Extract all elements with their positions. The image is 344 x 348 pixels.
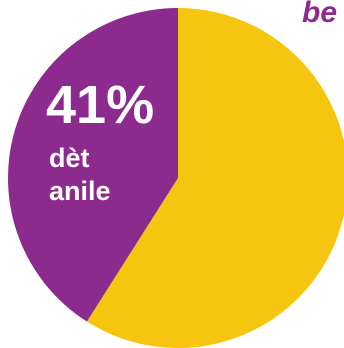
slice-label-group: 41% dèt anile bbox=[46, 75, 154, 206]
pie-slice-det-anile bbox=[7, 8, 178, 322]
slice-label-line-2: anile bbox=[49, 176, 111, 206]
pie-slice-other bbox=[86, 8, 344, 348]
slice-label-line-1: dèt bbox=[49, 143, 90, 173]
pie-slices bbox=[7, 8, 344, 348]
slice-percent-label: 41% bbox=[46, 75, 154, 135]
chart-title-fragment: be bbox=[302, 0, 337, 29]
